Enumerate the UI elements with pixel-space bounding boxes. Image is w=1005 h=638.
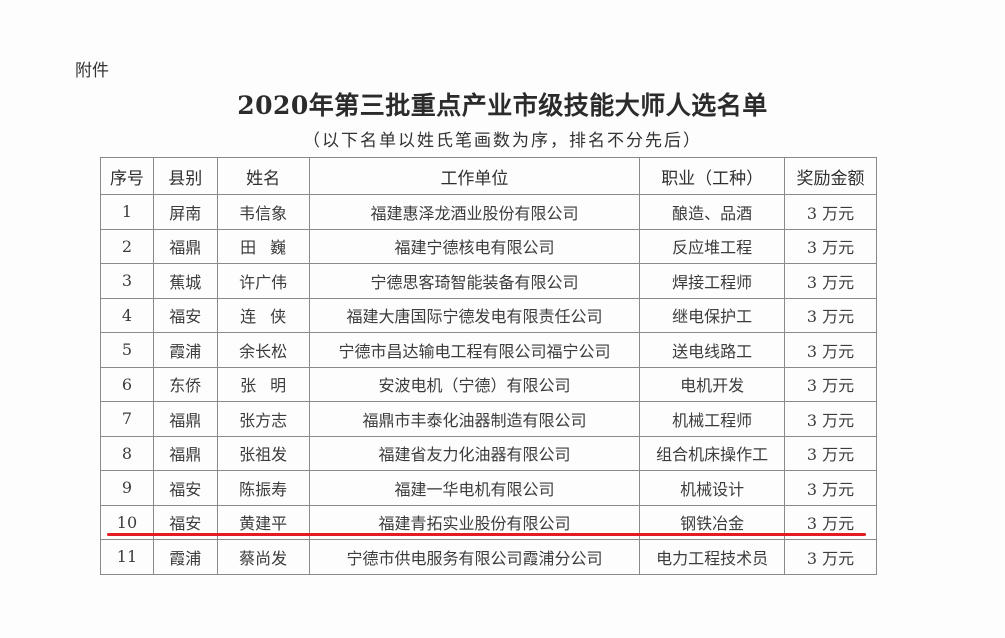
cell-award: 3 万元: [784, 263, 877, 299]
cell-index: 5: [100, 332, 154, 368]
cell-index: 2: [100, 228, 154, 264]
cell-employer: 福鼎市丰泰化油器制造有限公司: [308, 401, 641, 437]
table-row: 8 福鼎 张祖发 福建省友力化油器有限公司 组合机床操作工 3 万元: [100, 435, 877, 471]
cell-employer: 福建一华电机有限公司: [308, 470, 641, 506]
cell-index: 4: [100, 297, 154, 333]
cell-award: 3 万元: [784, 401, 877, 437]
cell-employer: 福建惠泽龙酒业股份有限公司: [308, 194, 641, 230]
attachment-label: 附件: [75, 61, 109, 81]
header-award: 奖励金额: [784, 157, 877, 195]
cell-award: 3 万元: [784, 539, 877, 575]
cell-award: 3 万元: [784, 194, 877, 230]
candidate-table: 序号 县别 姓名 工作单位 职业（工种） 奖励金额 1 屏南 韦信象 福建惠泽龙酒业股…: [100, 157, 877, 575]
header-occupation: 职业（工种）: [639, 157, 786, 195]
cell-index: 9: [100, 470, 154, 506]
cell-occupation: 焊接工程师: [639, 263, 786, 299]
table-row: 2 福鼎 田巍 福建宁德核电有限公司 反应堆工程 3 万元: [100, 228, 877, 264]
red-underline-annotation: [107, 533, 866, 536]
cell-occupation: 组合机床操作工: [639, 435, 786, 471]
table-row: 5 霞浦 余长松 宁德市昌达输电工程有限公司福宁公司 送电线路工 3 万元: [100, 332, 877, 368]
cell-county: 霞浦: [152, 332, 218, 368]
cell-award: 3 万元: [784, 297, 877, 333]
cell-occupation: 电力工程技术员: [639, 539, 786, 575]
table-row: 3 蕉城 许广伟 宁德思客琦智能装备有限公司 焊接工程师 3 万元: [100, 263, 877, 299]
cell-award: 3 万元: [784, 366, 877, 402]
header-name: 姓名: [216, 157, 310, 195]
cell-occupation: 机械工程师: [639, 401, 786, 437]
table-row: 1 屏南 韦信象 福建惠泽龙酒业股份有限公司 酿造、品酒 3 万元: [100, 194, 877, 230]
cell-occupation: 继电保护工: [639, 297, 786, 333]
cell-occupation: 电机开发: [639, 366, 786, 402]
document-subtitle: （以下名单以姓氏笔画数为序，排名不分先后）: [303, 131, 702, 151]
cell-county: 东侨: [152, 366, 218, 402]
table-header-row: 序号 县别 姓名 工作单位 职业（工种） 奖励金额: [100, 157, 877, 195]
cell-occupation: 送电线路工: [639, 332, 786, 368]
cell-occupation: 酿造、品酒: [639, 194, 786, 230]
cell-index: 7: [100, 401, 154, 437]
cell-name: 余长松: [216, 332, 310, 368]
cell-name: 田巍: [216, 228, 310, 264]
cell-employer: 福建大唐国际宁德发电有限责任公司: [308, 297, 641, 333]
table-row: 7 福鼎 张方志 福鼎市丰泰化油器制造有限公司 机械工程师 3 万元: [100, 401, 877, 437]
cell-employer: 福建宁德核电有限公司: [308, 228, 641, 264]
cell-county: 福安: [152, 470, 218, 506]
cell-employer: 宁德市昌达输电工程有限公司福宁公司: [308, 332, 641, 368]
header-index: 序号: [100, 157, 154, 195]
cell-county: 福鼎: [152, 435, 218, 471]
cell-county: 福鼎: [152, 401, 218, 437]
cell-county: 霞浦: [152, 539, 218, 575]
cell-index: 3: [100, 263, 154, 299]
table-row: 9 福安 陈振寿 福建一华电机有限公司 机械设计 3 万元: [100, 470, 877, 506]
cell-occupation: 机械设计: [639, 470, 786, 506]
cell-occupation: 反应堆工程: [639, 228, 786, 264]
cell-name: 蔡尚发: [216, 539, 310, 575]
cell-county: 蕉城: [152, 263, 218, 299]
cell-award: 3 万元: [784, 435, 877, 471]
cell-employer: 安波电机（宁德）有限公司: [308, 366, 641, 402]
cell-county: 福安: [152, 297, 218, 333]
cell-name: 张明: [216, 366, 310, 402]
cell-index: 8: [100, 435, 154, 471]
cell-employer: 福建省友力化油器有限公司: [308, 435, 641, 471]
cell-award: 3 万元: [784, 332, 877, 368]
cell-county: 福鼎: [152, 228, 218, 264]
cell-name: 张方志: [216, 401, 310, 437]
cell-award: 3 万元: [784, 470, 877, 506]
cell-name: 韦信象: [216, 194, 310, 230]
cell-award: 3 万元: [784, 228, 877, 264]
cell-name: 连侠: [216, 297, 310, 333]
table-row: 11 霞浦 蔡尚发 宁德市供电服务有限公司霞浦分公司 电力工程技术员 3 万元: [100, 539, 877, 575]
cell-name: 许广伟: [216, 263, 310, 299]
cell-index: 11: [100, 539, 154, 575]
cell-name: 陈振寿: [216, 470, 310, 506]
table-row: 6 东侨 张明 安波电机（宁德）有限公司 电机开发 3 万元: [100, 366, 877, 402]
document-title: 2020年第三批重点产业市级技能大师人选名单: [237, 91, 768, 120]
cell-employer: 宁德市供电服务有限公司霞浦分公司: [308, 539, 641, 575]
cell-county: 屏南: [152, 194, 218, 230]
header-employer: 工作单位: [308, 157, 641, 195]
table-row: 4 福安 连侠 福建大唐国际宁德发电有限责任公司 继电保护工 3 万元: [100, 297, 877, 333]
cell-index: 1: [100, 194, 154, 230]
cell-name: 张祖发: [216, 435, 310, 471]
cell-index: 6: [100, 366, 154, 402]
cell-employer: 宁德思客琦智能装备有限公司: [308, 263, 641, 299]
header-county: 县别: [152, 157, 218, 195]
